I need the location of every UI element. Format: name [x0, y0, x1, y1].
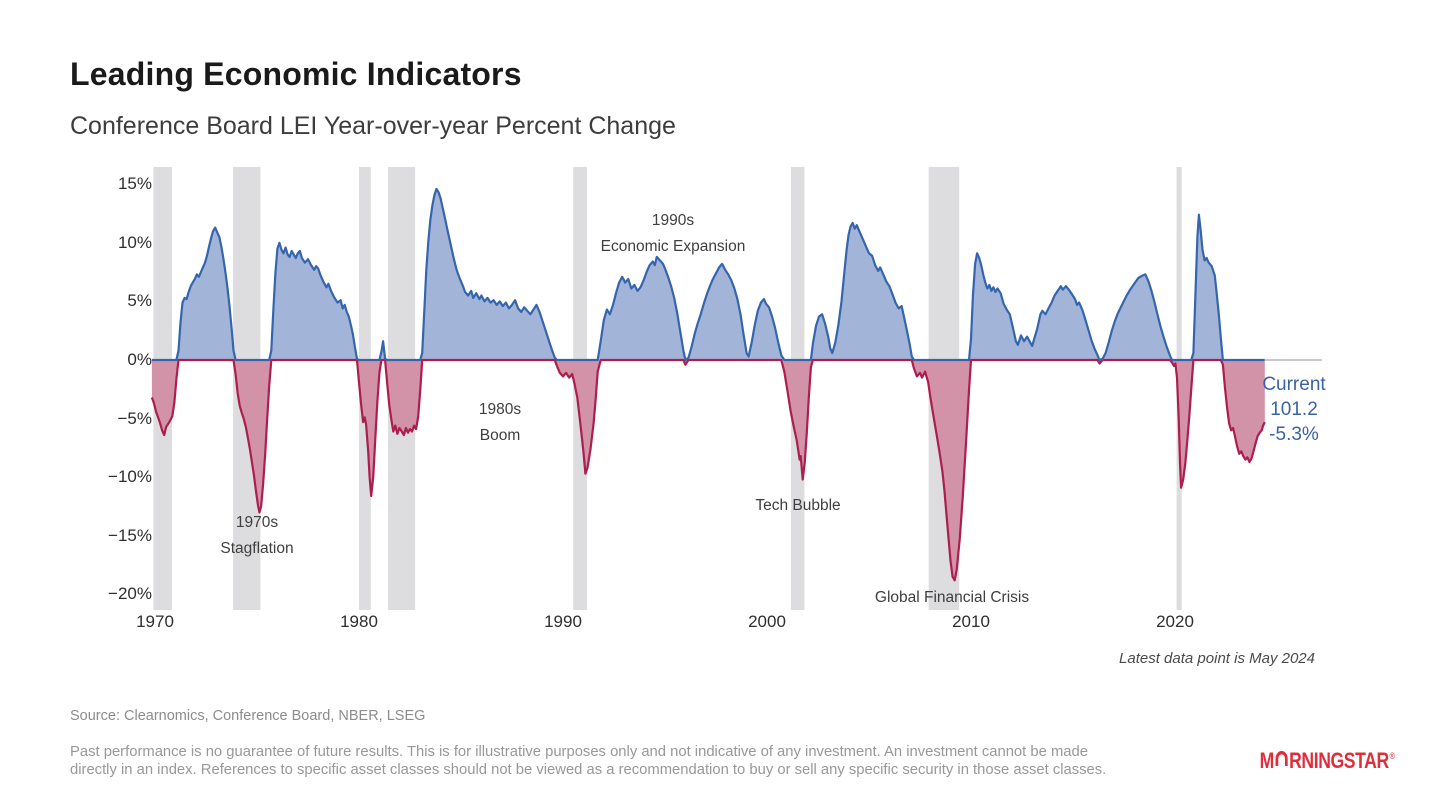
- y-tick-label: 0%: [127, 350, 152, 369]
- annotation-gfc: Global Financial Crisis: [874, 589, 1030, 606]
- x-tick-label: 2020: [1156, 612, 1194, 631]
- annotation-stagflation: 1970s Stagflation: [220, 514, 294, 557]
- latest-data-note: Latest data point is May 2024: [1119, 650, 1315, 667]
- y-tick-label: −15%: [108, 525, 152, 545]
- y-tick-label: −10%: [108, 467, 152, 487]
- negative-area-fill: [151, 360, 1265, 581]
- disclaimer-line-2: directly in an index. References to spec…: [70, 761, 1107, 778]
- x-tick-label: 2010: [952, 612, 990, 631]
- annotation-tech-bubble: Tech Bubble: [755, 497, 841, 514]
- logo-text-m: M: [1259, 748, 1275, 773]
- y-tick-label: 5%: [127, 291, 152, 311]
- logo-text-rest: RNINGSTAR: [1288, 748, 1389, 773]
- x-tick-label: 2000: [748, 612, 786, 631]
- x-tick-label: 1970: [136, 612, 174, 631]
- y-tick-label: −20%: [108, 584, 152, 604]
- source-line: Source: Clearnomics, Conference Board, N…: [70, 708, 426, 724]
- y-tick-label: −5%: [117, 408, 153, 428]
- y-tick-label: 10%: [117, 232, 152, 252]
- morningstar-logo: M RNINGSTAR ®: [1259, 748, 1395, 773]
- disclaimer-line-1: Past performance is no guarantee of futu…: [70, 744, 1088, 760]
- y-tick-label: 15%: [117, 174, 152, 194]
- morningstar-sun-arc-icon: [1275, 750, 1289, 771]
- annotation-expansion: 1990s Economic Expansion: [600, 212, 746, 255]
- registered-trademark: ®: [1389, 751, 1395, 761]
- disclaimer-text: Past performance is no guarantee of futu…: [70, 744, 1106, 779]
- current-value-label: Current 101.2 -5.3%: [1262, 374, 1326, 445]
- page-title: Leading Economic Indicators: [70, 56, 522, 92]
- positive-line: [151, 187, 1265, 362]
- page-subtitle: Conference Board LEI Year-over-year Perc…: [70, 112, 676, 140]
- x-tick-label: 1980: [340, 612, 378, 631]
- x-tick-label: 1990: [544, 612, 582, 631]
- annotation-boom: 1980s Boom: [478, 401, 522, 444]
- negative-line: [150, 358, 1266, 582]
